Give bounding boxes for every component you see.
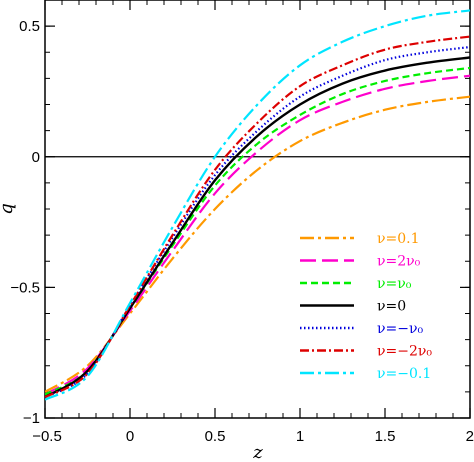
y-tick-label: −0.5: [10, 279, 40, 296]
legend-label: ν=−2ν₀: [377, 344, 432, 360]
series-layer: [45, 9, 470, 401]
x-tick-label: 0: [126, 428, 134, 445]
series-line: [45, 9, 470, 401]
legend-label: ν=ν₀: [377, 276, 412, 292]
y-tick-label: −1: [23, 410, 40, 427]
legend-label: ν=−ν₀: [377, 321, 423, 337]
legend-label: ν=2ν₀: [377, 254, 421, 270]
y-tick-label: 0: [32, 149, 40, 166]
axis-tick-labels: −0.5 0 0.5 1 1.5 2−1−0.500.5: [10, 18, 474, 445]
x-tick-label: 2: [466, 428, 474, 445]
legend-label: ν=0: [377, 299, 406, 315]
x-tick-label: −0.5: [32, 428, 62, 445]
y-tick-label: 0.5: [19, 18, 40, 35]
legend-label: ν=0.1: [377, 231, 420, 247]
legend-label: ν=−0.1: [377, 366, 431, 382]
x-axis-label: z: [252, 442, 263, 462]
axis-ticks: [44, 0, 471, 419]
x-tick-label: 1: [296, 428, 304, 445]
legend: ν=0.1 ν=2ν₀ ν=ν₀ ν=0 ν=−ν₀ ν=−2ν₀ ν=−0.1: [300, 231, 432, 382]
y-axis-label: q: [0, 203, 17, 215]
x-tick-label: 1.5: [375, 428, 396, 445]
x-tick-label: 0.5: [205, 428, 226, 445]
